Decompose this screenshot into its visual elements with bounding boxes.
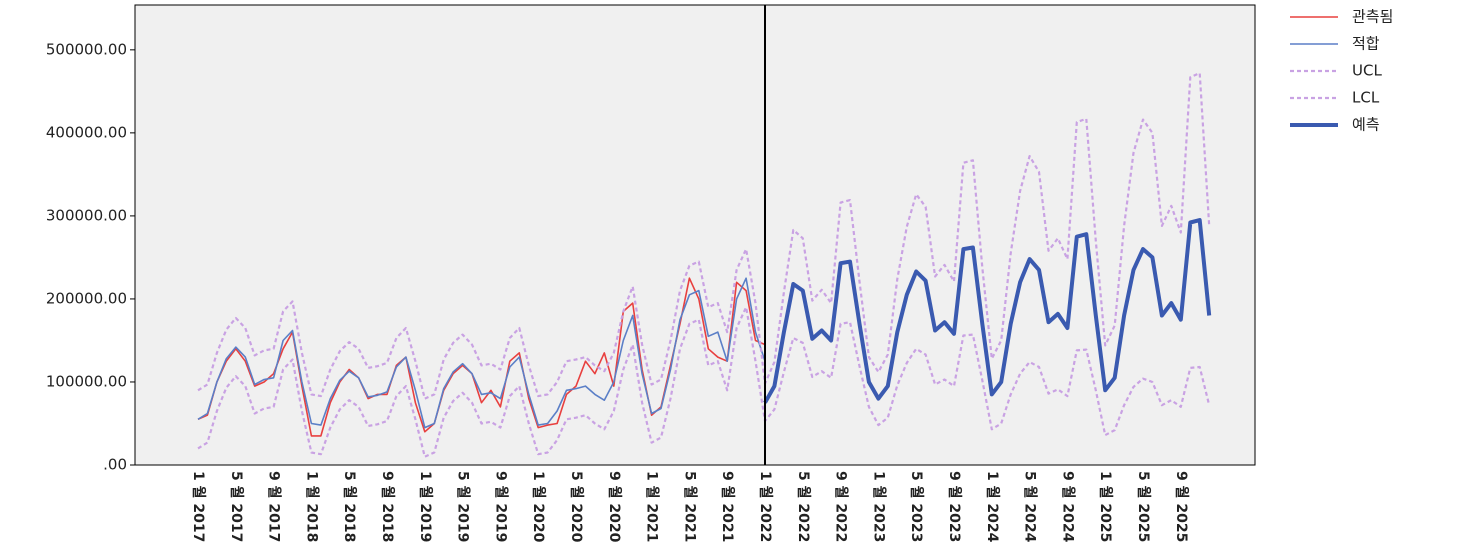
x-tick-label: 1 월 2025 (1097, 471, 1114, 542)
x-tick-label: 1 월 2023 (870, 471, 887, 542)
x-tick-label: 5 월 2022 (795, 471, 812, 542)
series-line (197, 306, 1211, 458)
x-tick-label: 9 월 2024 (1059, 471, 1076, 543)
x-tick-label: 5 월 2021 (681, 471, 698, 542)
x-tick-label: 1 월 2022 (757, 471, 774, 542)
legend-label: 관측됨 (1352, 8, 1393, 26)
x-tick-label: 9 월 2022 (833, 471, 850, 542)
x-tick-label: 1 월 2019 (417, 471, 434, 542)
x-tick-label: 9 월 2023 (946, 471, 963, 542)
x-tick-label: 1 월 2024 (984, 471, 1001, 543)
x-tick-label: 5 월 2025 (1135, 471, 1152, 542)
legend-label: LCL (1352, 89, 1380, 107)
x-tick-label: 5 월 2024 (1022, 471, 1039, 543)
x-tick-label: 9 월 2025 (1173, 471, 1190, 542)
x-tick-label: 9 월 2020 (606, 471, 623, 543)
x-tick-label: 1 월 2017 (190, 471, 207, 542)
legend-label: UCL (1352, 62, 1382, 80)
legend-label: 예측 (1352, 116, 1380, 134)
y-tick-label: .00 (103, 456, 127, 474)
x-tick-label: 5 월 2020 (568, 471, 585, 543)
series-line (197, 277, 766, 429)
y-tick-label: 200000.00 (46, 289, 127, 307)
x-tick-label: 1 월 2021 (644, 471, 661, 542)
x-tick-label: 9 월 2018 (379, 471, 396, 542)
x-tick-label: 5 월 2018 (341, 471, 358, 542)
x-tick-label: 9 월 2017 (266, 471, 283, 542)
x-tick-label: 5 월 2023 (908, 471, 925, 542)
legend-label: 적합 (1352, 35, 1380, 53)
x-tick-label: 5 월 2019 (455, 471, 472, 542)
x-tick-label: 9 월 2021 (719, 471, 736, 542)
y-tick-label: 400000.00 (46, 123, 127, 141)
y-tick-label: 300000.00 (46, 206, 127, 224)
x-tick-label: 1 월 2020 (530, 471, 547, 543)
series-line (763, 218, 1212, 404)
series-line (197, 72, 1211, 400)
x-tick-label: 1 월 2018 (303, 471, 320, 542)
y-tick-label: 100000.00 (46, 372, 127, 390)
y-tick-label: 500000.00 (46, 40, 127, 58)
x-tick-label: 9 월 2019 (492, 471, 509, 542)
x-tick-label: 5 월 2017 (228, 471, 245, 542)
